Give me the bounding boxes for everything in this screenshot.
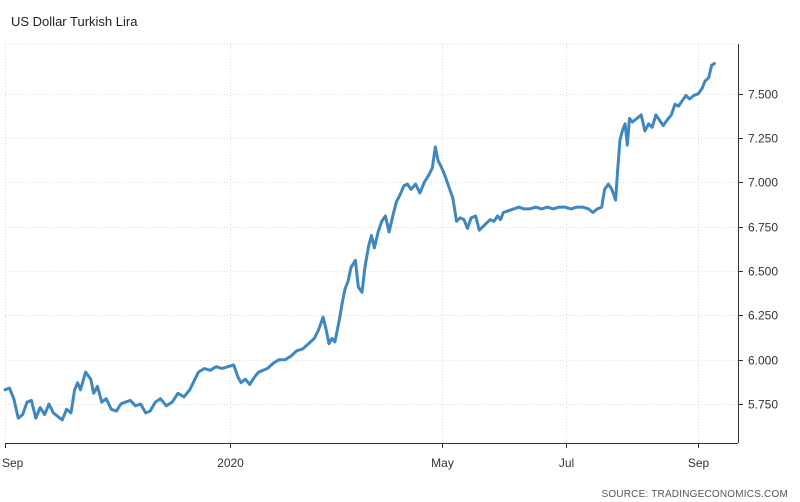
x-tick-label: Jul [559,456,574,470]
x-tick-label: 2020 [217,456,244,470]
y-tick-label: 7.000 [748,176,778,190]
y-tick-label: 7.500 [748,88,778,102]
chart-title: US Dollar Turkish Lira [11,14,138,29]
axis-layer: 5.750 6.000 6.250 6.500 6.750 7.000 7.250 7.500… [2,44,778,470]
usd-try-series-line [3,62,716,422]
y-tick-label: 6.500 [748,265,778,279]
y-tick-label: 6.250 [748,309,778,323]
chart-source: SOURCE: TRADINGECONOMICS.COM [601,489,788,500]
series-layer [3,62,716,422]
y-tick-label: 7.250 [748,132,778,146]
y-tick-label: 6.000 [748,354,778,368]
x-tick-label: May [431,456,454,470]
x-tick-label: Sep [2,456,24,470]
y-tick-label: 6.750 [748,221,778,235]
x-tick-label: Sep [688,456,710,470]
grid-layer [5,43,738,443]
y-tick-label: 5.750 [748,398,778,412]
